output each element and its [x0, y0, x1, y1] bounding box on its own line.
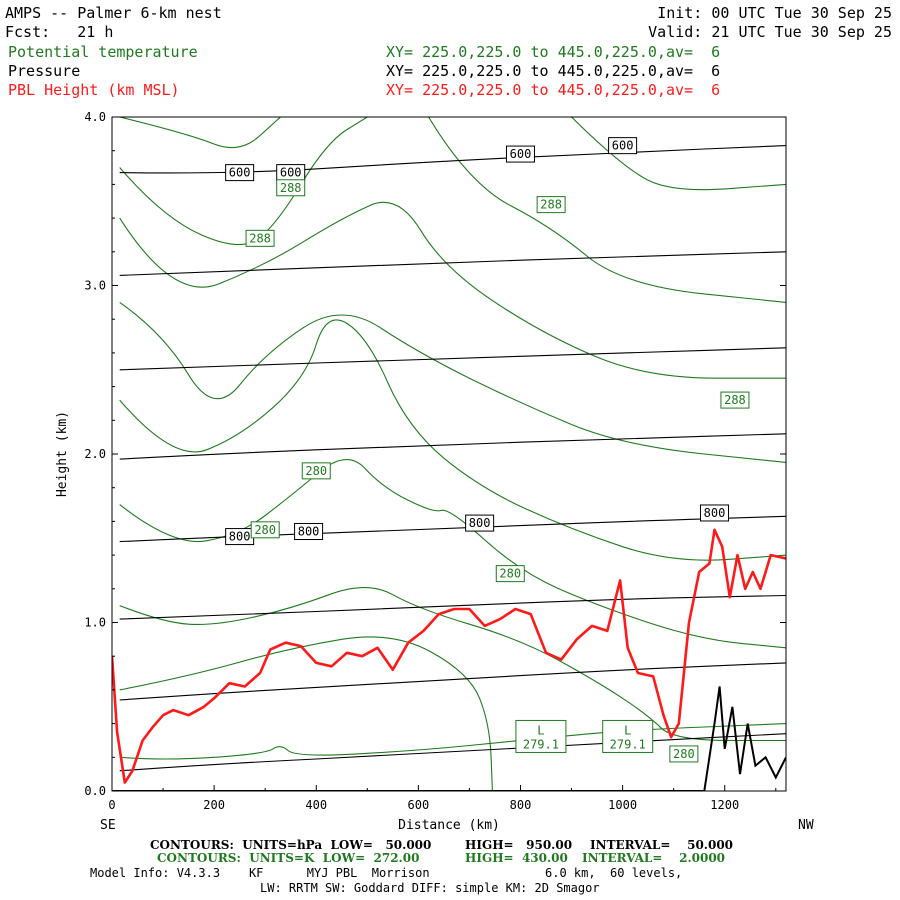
legend-pressure: Pressure: [8, 62, 81, 80]
x-tick-label-4: 800: [510, 798, 532, 812]
legend-theta: Potential temperature: [8, 43, 198, 61]
pressure-label-7: 800: [704, 506, 726, 520]
theta-label-0: 288: [280, 181, 302, 195]
pressure-contour-700: [119, 347, 786, 371]
footer-theta-high: HIGH= 430.00: [465, 851, 568, 865]
theta-label-7-box: [669, 745, 699, 763]
footer-pressure-high: HIGH= 950.00: [465, 838, 573, 852]
init-time: Init: 00 UTC Tue 30 Sep 25: [657, 4, 892, 22]
y-tick-label-0: 0.0: [84, 784, 106, 798]
y-tick-label-4: 4.0: [84, 110, 106, 124]
theta-contour-290-9: [119, 117, 281, 149]
pressure-contour-600: [119, 145, 786, 174]
low-box-1: [602, 719, 654, 753]
low-box-0: [515, 719, 567, 753]
theta-contour-290-10: [571, 117, 786, 191]
theta-contour-278-2: [119, 587, 786, 742]
pressure-label-0: 600: [229, 166, 251, 180]
pressure-label-1: 600: [280, 166, 302, 180]
low-marker-0: L: [537, 723, 544, 737]
theta-label-7: 280: [673, 747, 695, 761]
footer-physics-info: LW: RRTM SW: Goddard DIFF: simple KM: 2D…: [260, 881, 600, 895]
footer-theta-contours: CONTOURS: UNITS=K LOW= 272.00: [157, 851, 420, 865]
footer-pressure-contours: CONTOURS: UNITS=hPa LOW= 50.000: [150, 838, 432, 852]
terrain-line: [112, 686, 786, 791]
pressure-label-3-box: [608, 137, 638, 155]
y-tick-label-2: 2.0: [84, 447, 106, 461]
pressure-label-6-box: [465, 514, 495, 532]
x-axis-label: Distance (km): [398, 818, 500, 833]
pbl-height-line: [112, 528, 786, 784]
legend-pbl: PBL Height (km MSL): [8, 81, 180, 99]
theta-label-6-box: [495, 565, 525, 583]
pressure-label-4: 800: [229, 530, 251, 544]
theta-contour-288-8: [428, 117, 786, 303]
xy-pressure: XY= 225.0,225.0 to 445.0,225.0,av= 6: [386, 62, 721, 80]
footer-theta-interval: INTERVAL= 2.0000: [582, 851, 726, 865]
pressure-label-3: 600: [612, 139, 634, 153]
direction-left-label: SE: [100, 818, 116, 833]
y-tick-label-3: 3.0: [84, 279, 106, 293]
footer-grid-info: 6.0 km, 60 levels,: [545, 866, 683, 880]
footer-model-info: Model Info: V4.3.3 KF MYJ PBL Morrison: [90, 866, 430, 880]
x-tick-label-1: 200: [203, 798, 225, 812]
theta-label-4-box: [301, 462, 331, 480]
theta-label-5: 280: [254, 523, 276, 537]
theta-label-5-box: [250, 521, 280, 539]
low-value-1: 279.1: [610, 737, 646, 751]
x-tick-label-0: 0: [108, 798, 115, 812]
valid-time: Valid: 21 UTC Tue 30 Sep 25: [648, 23, 892, 41]
pressure-label-0-box: [225, 164, 255, 182]
xy-theta: XY= 225.0,225.0 to 445.0,225.0,av= 6: [386, 43, 721, 61]
pressure-contour-750: [119, 433, 786, 460]
footer-pressure-interval: INTERVAL= 50.000: [590, 838, 734, 852]
model-title: AMPS -- Palmer 6-km nest: [5, 4, 222, 22]
theta-label-1: 288: [249, 231, 271, 245]
theta-label-3-box: [720, 391, 750, 409]
pressure-contour-900: [119, 662, 786, 701]
theta-label-2: 288: [540, 198, 562, 212]
pressure-label-5-box: [294, 523, 324, 541]
theta-contour-286-6: [119, 201, 786, 379]
theta-label-2-box: [536, 196, 566, 214]
low-value-0: 279.1: [523, 737, 559, 751]
low-marker-1: L: [624, 723, 631, 737]
x-tick-label-3: 600: [408, 798, 430, 812]
x-tick-label-5: 1000: [608, 798, 637, 812]
pressure-label-2: 600: [510, 147, 532, 161]
theta-contour-284-5: [119, 301, 786, 463]
xy-pbl: XY= 225.0,225.0 to 445.0,225.0,av= 6: [386, 81, 721, 99]
theta-contour-276-1: [119, 636, 493, 791]
y-axis-label: Height (km): [55, 411, 70, 497]
pressure-label-6: 800: [469, 516, 491, 530]
y-tick-label-1: 1.0: [84, 616, 106, 630]
theta-label-6: 280: [499, 567, 521, 581]
direction-right-label: NW: [798, 818, 814, 833]
theta-label-3: 288: [724, 393, 746, 407]
pressure-contour-850: [119, 594, 786, 620]
theta-label-4: 280: [305, 464, 327, 478]
pressure-label-7-box: [700, 504, 730, 522]
theta-contour-282-4: [119, 319, 786, 561]
x-tick-label-6: 1200: [710, 798, 739, 812]
theta-contour-274-0: [119, 723, 786, 760]
pressure-contour-650: [119, 251, 786, 276]
theta-label-0-box: [276, 179, 306, 197]
x-tick-label-2: 400: [305, 798, 327, 812]
forecast-hour: Fcst: 21 h: [5, 23, 114, 41]
pressure-label-5: 800: [298, 525, 320, 539]
theta-label-1-box: [245, 229, 275, 247]
pressure-label-2-box: [505, 145, 535, 163]
